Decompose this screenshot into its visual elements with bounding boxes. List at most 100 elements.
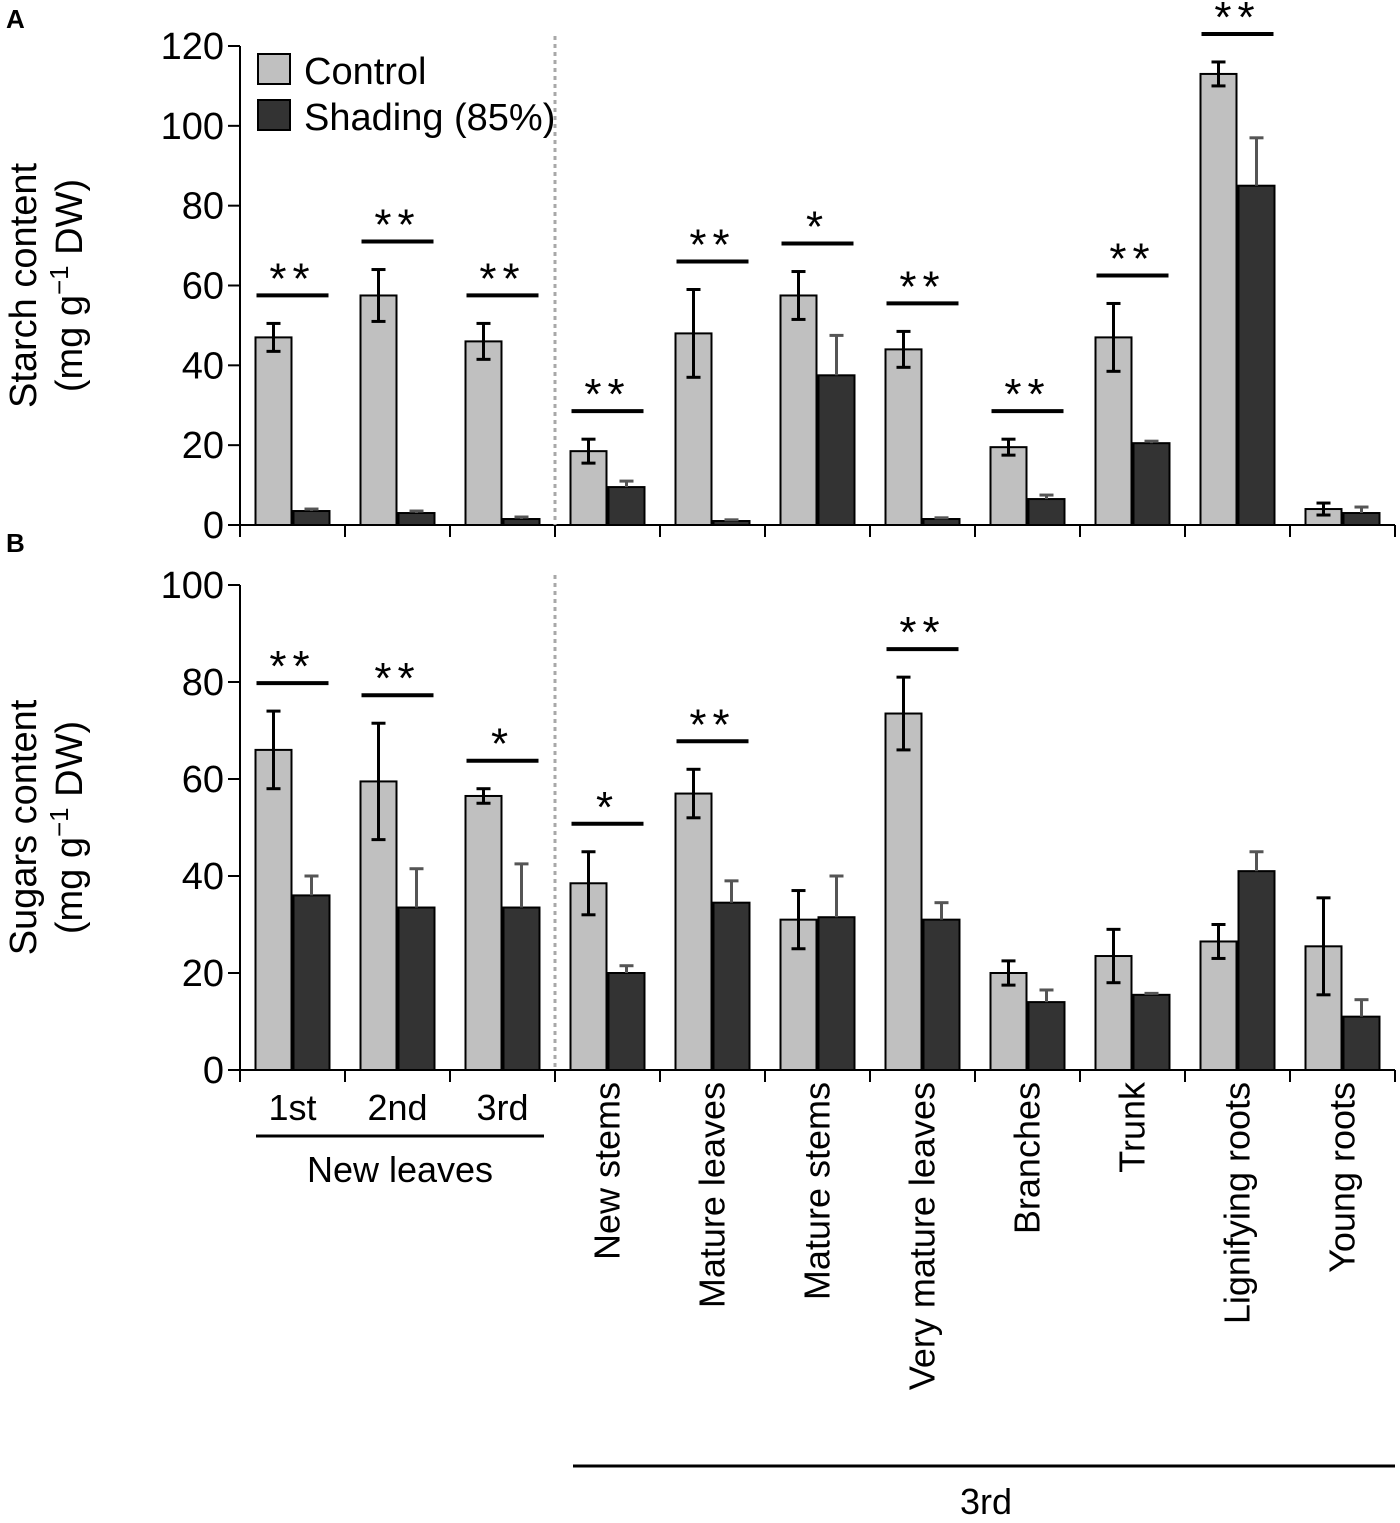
bar-group	[1304, 896, 1381, 1072]
y-axis-title: Starch content (mg g−1 DW)	[3, 163, 91, 408]
bar-group: **	[254, 254, 331, 527]
bar-group: *	[569, 783, 646, 1072]
y-tick-label: 0	[203, 1050, 224, 1092]
bar-group	[989, 959, 1066, 1071]
significance-label: **	[269, 642, 315, 691]
y-tick-label: 40	[182, 345, 224, 387]
bar-group: *	[779, 203, 856, 526]
category-group-labels: 1st 2nd 3rd New stems Mature leaves Mature st…	[256, 1081, 1395, 1522]
panel-letter: A	[6, 4, 25, 34]
significance-label: *	[491, 720, 514, 769]
significance-label: **	[689, 700, 735, 749]
y-tick-label: 80	[182, 186, 224, 228]
significance-label: *	[596, 783, 619, 832]
bar-group: **	[674, 220, 751, 527]
legend-label: Shading (85%)	[304, 97, 555, 139]
bar-control	[989, 446, 1028, 527]
y-axis-title-line2: (mg g−1 DW)	[44, 721, 91, 934]
y-axis-title: Sugars content (mg g−1 DW)	[3, 699, 91, 955]
bar-control	[464, 794, 503, 1071]
bar-shading	[712, 520, 751, 527]
bar-group	[779, 874, 856, 1072]
bar-control	[674, 792, 713, 1071]
bar-control	[779, 294, 818, 526]
bar-group: **	[674, 700, 751, 1071]
bar-shading	[607, 486, 646, 526]
x-category-label: Young roots	[1322, 1082, 1363, 1273]
significance-label: **	[269, 254, 315, 303]
bar-control	[884, 348, 923, 526]
x-category-label: 3rd	[476, 1087, 528, 1128]
bar-shading	[1027, 498, 1066, 527]
new-leaves-group-label: New leaves	[307, 1149, 493, 1190]
bar-control	[1094, 955, 1133, 1072]
x-category-label: Lignifying roots	[1217, 1082, 1258, 1324]
x-category-label: Mature leaves	[692, 1082, 733, 1308]
bar-shading	[502, 906, 541, 1072]
significance-label: **	[899, 262, 945, 311]
legend-swatch-control	[257, 53, 291, 85]
bar-control	[1199, 72, 1238, 526]
bar-shading	[922, 918, 961, 1072]
y-tick-label: 100	[161, 565, 224, 607]
x-category-label: Trunk	[1112, 1081, 1153, 1173]
x-category-label: Very mature leaves	[902, 1082, 943, 1390]
y-tick-label: 0	[203, 505, 224, 547]
y-axis-title-line2: (mg g−1 DW)	[44, 179, 91, 392]
bar-group: **	[989, 370, 1066, 527]
y-tick-label: 60	[182, 266, 224, 308]
bar-control	[254, 336, 293, 526]
bar-group: **	[359, 654, 436, 1072]
bar-shading	[1237, 184, 1276, 526]
bar-shading	[817, 916, 856, 1071]
bar-shading	[397, 906, 436, 1072]
bar-group: **	[884, 608, 961, 1072]
bar-shading	[292, 894, 331, 1072]
significance-label: **	[689, 220, 735, 269]
x-category-label: Branches	[1007, 1082, 1048, 1234]
x-category-label: Mature stems	[797, 1082, 838, 1300]
bar-shading	[922, 518, 961, 527]
panel-letter: B	[6, 528, 25, 558]
bar-group	[1094, 927, 1171, 1072]
y-tick-label: 100	[161, 106, 224, 148]
significance-label: **	[1214, 0, 1260, 42]
bar-shading	[1132, 993, 1171, 1072]
x-category-label: 2nd	[367, 1087, 427, 1128]
significance-label: **	[1004, 370, 1050, 419]
bar-control	[884, 712, 923, 1072]
bar-group: **	[359, 201, 436, 527]
significance-label: **	[374, 654, 420, 703]
bar-control	[989, 972, 1028, 1071]
significance-label: **	[374, 201, 420, 250]
x-category-label: 1st	[268, 1087, 316, 1128]
bar-group: **	[254, 642, 331, 1072]
bar-shading	[502, 518, 541, 527]
bar-shading	[1027, 1001, 1066, 1071]
bar-control	[359, 294, 398, 526]
significance-label: **	[1109, 234, 1155, 283]
bar-control	[1199, 940, 1238, 1071]
bar-group: **	[1199, 0, 1276, 526]
bar-control	[254, 748, 293, 1072]
bar-shading	[817, 374, 856, 526]
significance-label: **	[479, 254, 525, 303]
bar-group	[1304, 501, 1381, 527]
bar-shading	[1342, 1015, 1381, 1072]
legend-label: Control	[304, 51, 427, 93]
bar-group: **	[464, 254, 541, 527]
significance-label: **	[899, 608, 945, 657]
y-axis-title-line1: Sugars content	[3, 699, 45, 955]
bar-shading	[397, 512, 436, 527]
significance-label: **	[584, 370, 630, 419]
y-tick-label: 20	[182, 425, 224, 467]
legend-swatch-shading	[257, 99, 291, 131]
y-tick-label: 120	[161, 26, 224, 68]
bar-shading	[607, 972, 646, 1071]
bar-control	[464, 340, 503, 526]
bar-group	[1199, 850, 1276, 1072]
bar-group: **	[569, 370, 646, 527]
y-tick-label: 20	[182, 953, 224, 995]
